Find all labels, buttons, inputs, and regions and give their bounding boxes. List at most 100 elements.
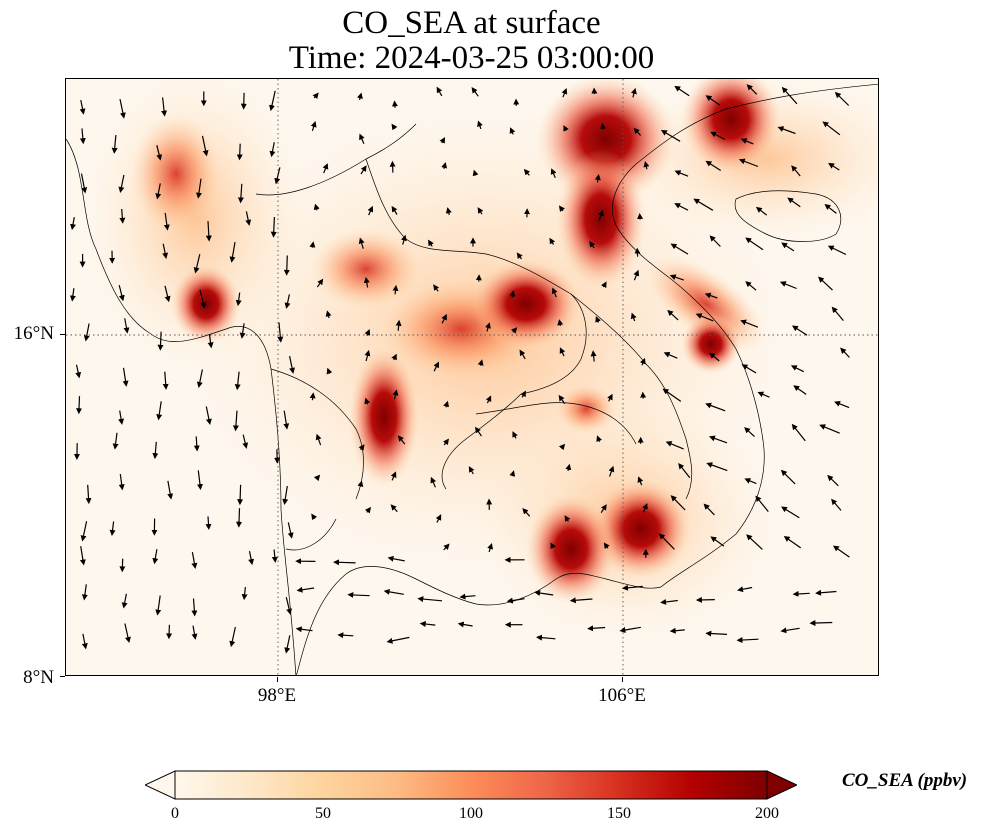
wind-arrow bbox=[519, 349, 526, 360]
wind-arrow bbox=[284, 635, 291, 654]
wind-arrow bbox=[436, 86, 443, 97]
wind-arrow bbox=[840, 347, 850, 358]
wind-arrow bbox=[152, 549, 159, 565]
wind-arrow bbox=[745, 281, 757, 291]
wind-arrow bbox=[155, 183, 162, 200]
wind-arrow bbox=[561, 88, 568, 98]
wind-arrow bbox=[781, 86, 798, 105]
wind-arrow bbox=[631, 87, 637, 98]
wind-arrow bbox=[326, 367, 333, 375]
wind-arrow bbox=[229, 626, 236, 648]
colorbar-gradient bbox=[174, 770, 768, 800]
wind-arrow bbox=[162, 243, 169, 259]
wind-arrow bbox=[477, 207, 484, 215]
wind-arrow bbox=[598, 209, 604, 221]
wind-arrow bbox=[600, 122, 607, 130]
wind-arrow bbox=[487, 543, 493, 553]
wind-arrow bbox=[670, 495, 686, 511]
colorbar bbox=[145, 770, 797, 800]
wind-arrow bbox=[196, 470, 203, 491]
wind-arrow bbox=[674, 203, 689, 211]
wind-arrow bbox=[822, 121, 841, 136]
wind-arrow bbox=[205, 221, 212, 242]
wind-arrow bbox=[669, 627, 685, 634]
wind-arrow bbox=[667, 309, 679, 321]
wind-arrow bbox=[834, 401, 850, 409]
wind-arrow bbox=[705, 160, 722, 172]
wind-arrow bbox=[441, 313, 447, 324]
lat-tick-mark-8 bbox=[60, 676, 65, 677]
wind-arrow bbox=[824, 203, 837, 214]
wind-arrow bbox=[642, 503, 648, 513]
wind-arrow bbox=[601, 281, 607, 289]
wind-arrow bbox=[196, 369, 203, 388]
wind-arrow bbox=[316, 278, 324, 288]
wind-arrow bbox=[607, 393, 613, 402]
wind-arrow bbox=[269, 142, 276, 158]
wind-vectors bbox=[69, 84, 850, 654]
wind-arrow bbox=[550, 542, 556, 550]
wind-arrow bbox=[248, 550, 255, 566]
wind-arrow bbox=[80, 521, 88, 542]
wind-arrow bbox=[746, 534, 763, 550]
wind-arrow bbox=[237, 183, 244, 204]
wind-arrow bbox=[792, 590, 810, 597]
wind-arrow bbox=[121, 593, 128, 609]
wind-arrow bbox=[589, 240, 596, 249]
wind-arrow bbox=[663, 352, 678, 359]
wind-arrow bbox=[205, 516, 212, 530]
wind-arrow bbox=[777, 126, 796, 135]
wind-arrow bbox=[563, 125, 569, 132]
wind-arrow bbox=[191, 598, 198, 617]
wind-arrow bbox=[511, 327, 518, 334]
wind-arrow bbox=[85, 484, 92, 505]
wind-arrow bbox=[695, 313, 714, 322]
colorbar-label: CO_SEA (ppbv) bbox=[842, 770, 968, 791]
wind-arrow bbox=[274, 167, 281, 185]
wind-arrow bbox=[471, 86, 479, 97]
wind-arrow bbox=[81, 584, 88, 601]
wind-arrow bbox=[660, 129, 681, 142]
wind-arrow bbox=[781, 506, 800, 519]
wind-arrow bbox=[757, 391, 770, 398]
wind-arrow bbox=[433, 284, 440, 292]
wind-arrow bbox=[395, 319, 402, 331]
wind-arrow bbox=[600, 504, 607, 514]
colorbar-tick-0: 0 bbox=[171, 805, 179, 822]
wind-arrow bbox=[468, 466, 475, 475]
wind-arrow bbox=[284, 294, 291, 309]
wind-arrow bbox=[791, 423, 806, 442]
wind-arrow bbox=[709, 235, 721, 247]
wind-arrow bbox=[333, 559, 356, 566]
wind-arrow bbox=[83, 323, 90, 342]
wind-arrow bbox=[157, 331, 164, 351]
wind-arrow bbox=[565, 463, 572, 471]
wind-arrow bbox=[390, 471, 397, 481]
wind-arrow bbox=[364, 329, 371, 336]
wind-arrow bbox=[745, 237, 764, 251]
wind-arrow bbox=[781, 242, 795, 252]
concentration-hotspots bbox=[131, 79, 781, 604]
wind-arrow bbox=[485, 322, 491, 332]
wind-arrow bbox=[693, 198, 714, 211]
wind-arrow bbox=[596, 435, 602, 443]
wind-arrow bbox=[705, 402, 726, 412]
wind-arrow bbox=[81, 633, 88, 650]
wind-arrow bbox=[643, 160, 650, 170]
wind-arrow bbox=[191, 625, 198, 640]
wind-arrow bbox=[439, 136, 446, 144]
wind-arrow bbox=[347, 591, 370, 598]
lon-tick-98: 98°E bbox=[257, 685, 297, 706]
wind-arrow bbox=[283, 255, 290, 276]
wind-arrow bbox=[76, 396, 83, 415]
wind-arrow bbox=[241, 587, 248, 601]
wind-arrow bbox=[706, 462, 728, 472]
wind-arrow bbox=[622, 584, 643, 591]
wind-arrow bbox=[167, 480, 174, 500]
wind-arrow bbox=[367, 205, 374, 216]
wind-arrow bbox=[199, 289, 207, 309]
wind-arrow bbox=[79, 99, 86, 115]
wind-arrow bbox=[111, 135, 118, 154]
wind-arrow bbox=[827, 245, 847, 256]
wind-arrow bbox=[791, 325, 808, 336]
